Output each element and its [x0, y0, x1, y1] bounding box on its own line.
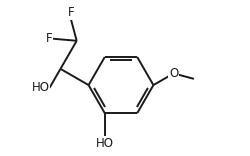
Text: F: F: [68, 7, 74, 20]
Text: F: F: [46, 32, 52, 45]
Text: HO: HO: [31, 81, 49, 95]
Text: O: O: [168, 67, 177, 80]
Text: HO: HO: [96, 136, 113, 149]
